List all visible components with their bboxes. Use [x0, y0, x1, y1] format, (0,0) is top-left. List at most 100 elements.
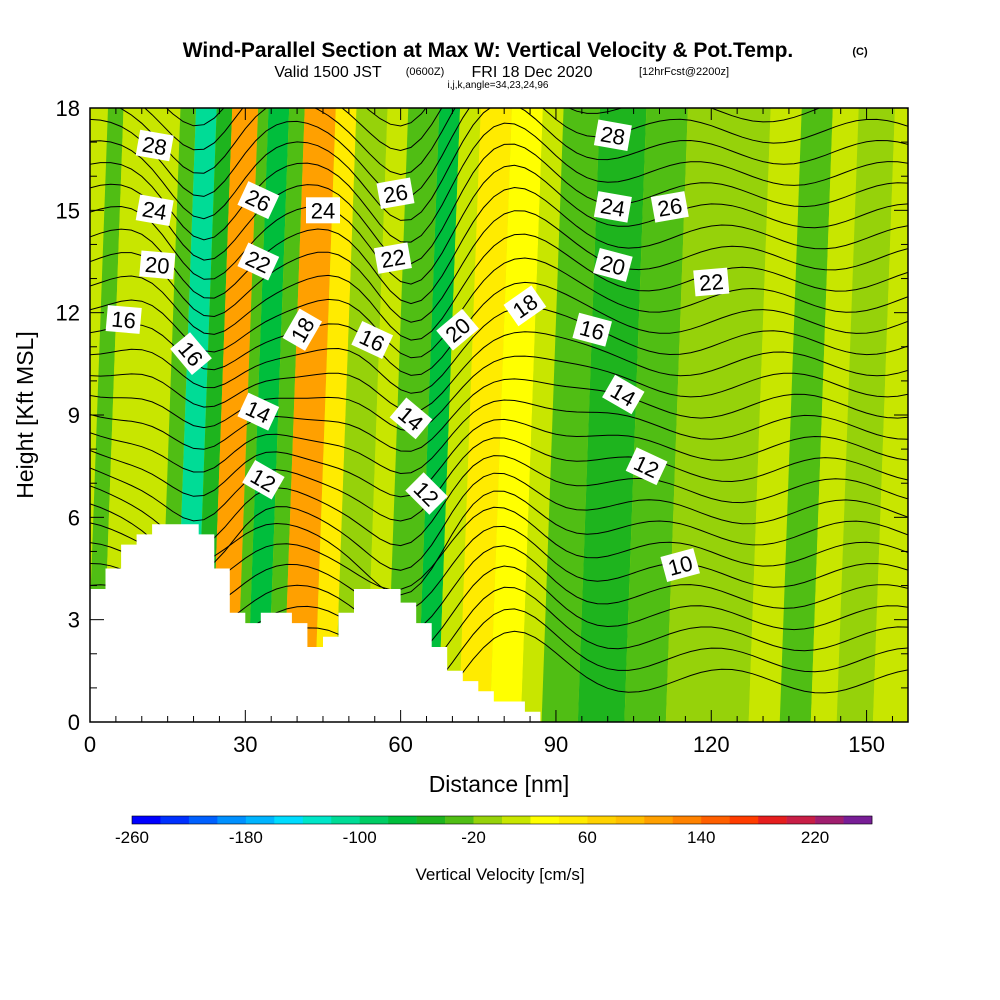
colorbar-swatch — [217, 816, 247, 824]
colorbar-tick-label: 140 — [687, 828, 715, 847]
isentrope-22 — [90, 164, 908, 285]
subtitle-date: FRI 18 Dec 2020 — [472, 64, 593, 81]
isentrope-23 — [90, 143, 908, 265]
colorbar-swatch — [359, 816, 389, 824]
y-tick-label: 18 — [56, 96, 80, 121]
velocity-band-21 — [624, 108, 688, 722]
isentrope-label: 28 — [593, 119, 632, 152]
colorbar-swatch — [445, 816, 474, 824]
isentrope-11 — [90, 418, 908, 498]
colorbar-swatch — [701, 816, 730, 824]
isentrope-label: 22 — [693, 267, 730, 297]
isentrope-labels: 2824201616262224182622161412141220182824… — [105, 119, 730, 583]
svg-text:24: 24 — [599, 193, 627, 222]
y-axis-label: Height [Kft MSL] — [12, 331, 38, 498]
colorbar-swatch — [132, 816, 161, 824]
velocity-band-23 — [748, 108, 802, 722]
isentrope-label: 20 — [139, 250, 176, 280]
colorbar-tick-label: -260 — [115, 828, 149, 847]
colorbar-swatch — [245, 816, 275, 824]
velocity-band-14 — [417, 108, 461, 722]
svg-text:24: 24 — [140, 196, 168, 225]
colorbar — [131, 815, 873, 825]
colorbar-swatch — [587, 816, 617, 824]
colorbar-swatch — [416, 816, 446, 824]
isentrope-lines — [90, 108, 908, 718]
svg-text:24: 24 — [311, 198, 335, 223]
velocity-band-19 — [541, 108, 600, 722]
isentrope-16 — [90, 306, 908, 394]
velocity-band-25 — [810, 108, 859, 722]
x-tick-label: 0 — [84, 732, 96, 757]
colorbar-swatch — [558, 816, 588, 824]
svg-text:28: 28 — [599, 121, 627, 150]
isentrope-label: 22 — [373, 242, 412, 274]
copyright-mark: (C) — [852, 46, 868, 58]
x-axis: 0 30 60 90 120 150 — [84, 108, 893, 757]
colorbar-label: Vertical Velocity [cm/s] — [415, 865, 584, 884]
isentrope-label: 24 — [593, 191, 632, 223]
isentrope-13 — [90, 378, 908, 452]
svg-text:26: 26 — [656, 193, 684, 222]
x-tick-label: 150 — [848, 732, 885, 757]
x-tick-label: 90 — [544, 732, 568, 757]
colorbar-tick-label: 60 — [578, 828, 597, 847]
isentrope-7 — [90, 490, 908, 596]
y-tick-label: 9 — [68, 403, 80, 428]
isentrope-19 — [90, 233, 908, 341]
svg-text:28: 28 — [140, 132, 168, 161]
colorbar-tick-label: -20 — [461, 828, 486, 847]
isentrope-21 — [90, 186, 908, 305]
colorbar-swatch — [502, 816, 531, 824]
colorbar-swatch — [388, 816, 417, 824]
svg-text:22: 22 — [698, 269, 725, 296]
velocity-band-0 — [90, 108, 124, 722]
colorbar-swatch — [644, 816, 674, 824]
x-tick-label: 120 — [693, 732, 730, 757]
isentrope-label: 26 — [376, 177, 415, 210]
velocity-band-9 — [282, 108, 336, 722]
isentrope-label: 24 — [135, 194, 174, 227]
velocity-band-15 — [438, 108, 481, 722]
subtitle-valid: Valid 1500 JST — [274, 64, 382, 81]
isentrope-label: 10 — [660, 548, 700, 583]
svg-text:26: 26 — [381, 179, 409, 208]
x-axis-label: Distance [nm] — [429, 771, 570, 797]
svg-text:20: 20 — [144, 252, 171, 279]
x-tick-label: 30 — [233, 732, 257, 757]
isentrope-27 — [118, 108, 908, 176]
subtitle-forecast: [12hrFcst@2200z] — [639, 66, 729, 78]
velocity-band-17 — [489, 108, 543, 722]
y-tick-label: 0 — [68, 710, 80, 735]
isentrope-26 — [90, 108, 908, 199]
isentrope-25 — [90, 108, 908, 221]
colorbar-swatch — [160, 816, 190, 824]
isentrope-label: 16 — [105, 305, 142, 334]
colorbar-swatch — [530, 816, 560, 824]
colorbar-ticks: -260 -180 -100 -20 60 140 220 — [115, 828, 829, 847]
colorbar-swatch — [188, 816, 218, 824]
isentrope-label: 20 — [593, 247, 633, 282]
svg-text:22: 22 — [379, 244, 407, 273]
isentrope-8 — [90, 472, 908, 571]
isentrope-12 — [90, 399, 908, 475]
chart-title: Wind-Parallel Section at Max W: Vertical… — [183, 39, 794, 62]
colorbar-tick-label: 220 — [801, 828, 829, 847]
isentrope-15 — [90, 331, 908, 413]
colorbar-swatch — [843, 816, 873, 824]
velocity-band-16 — [458, 108, 512, 722]
colorbar-swatch — [331, 816, 360, 824]
velocity-band-8 — [267, 108, 305, 722]
colorbar-swatch — [302, 816, 332, 824]
velocity-band-27 — [872, 108, 908, 722]
colorbar-swatch — [274, 816, 304, 824]
isentrope-9 — [90, 455, 908, 547]
colorbar-swatch — [729, 816, 759, 824]
velocity-band-26 — [836, 108, 895, 722]
colorbar-swatch — [672, 816, 702, 824]
isentrope-18 — [90, 257, 908, 359]
isentrope-label: 28 — [135, 129, 174, 162]
colorbar-swatch — [615, 816, 645, 824]
y-tick-label: 15 — [56, 198, 80, 223]
